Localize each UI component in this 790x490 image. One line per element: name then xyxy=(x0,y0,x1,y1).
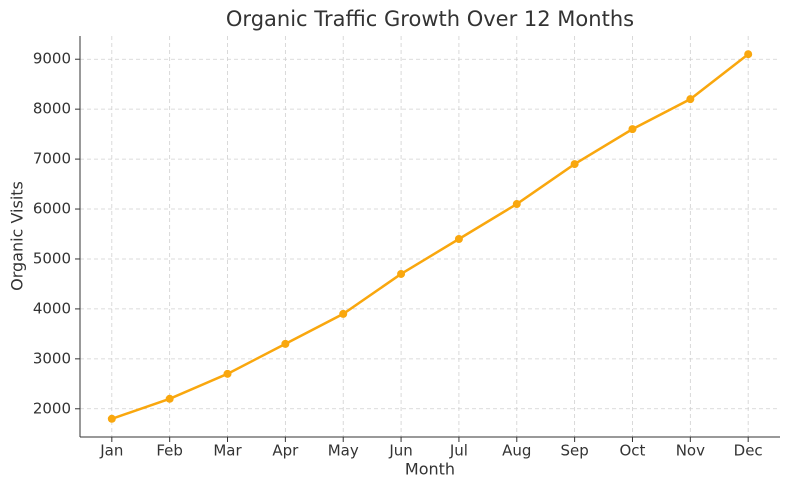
x-tick-label: Mar xyxy=(213,442,242,460)
x-tick-label: Dec xyxy=(734,442,763,460)
x-tick-label: Aug xyxy=(502,442,531,460)
y-tick-label: 5000 xyxy=(33,249,71,267)
y-tick-label: 2000 xyxy=(33,399,71,417)
y-axis-label: Organic Visits xyxy=(8,181,27,291)
x-tick-label: Feb xyxy=(156,442,183,460)
y-tick-label: 7000 xyxy=(33,150,71,168)
x-tick-label: Jun xyxy=(388,442,412,460)
point xyxy=(512,200,521,209)
point xyxy=(397,269,406,278)
x-tick-label: Oct xyxy=(620,442,646,460)
point xyxy=(165,394,174,403)
point xyxy=(281,339,290,348)
y-tick-label: 6000 xyxy=(33,200,71,218)
x-axis-label: Month xyxy=(405,460,455,479)
y-tick-label: 3000 xyxy=(33,349,71,367)
x-tick-label: Jan xyxy=(99,442,123,460)
y-tick-label: 8000 xyxy=(33,100,71,118)
point xyxy=(628,125,637,134)
point xyxy=(570,160,579,169)
line xyxy=(111,53,749,420)
point xyxy=(454,234,463,243)
x-tick-label: May xyxy=(328,442,359,460)
point xyxy=(339,309,348,318)
x-tick-label: Sep xyxy=(560,442,588,460)
x-tick-label: Nov xyxy=(676,442,705,460)
x-tick-label: Jul xyxy=(449,442,468,460)
y-tick-label: 9000 xyxy=(33,50,71,68)
y-tick-label: 4000 xyxy=(33,299,71,317)
chart-title: Organic Traffic Growth Over 12 Months xyxy=(226,7,634,31)
point xyxy=(107,414,116,423)
point xyxy=(686,95,695,104)
point xyxy=(744,50,753,59)
x-tick-label: Apr xyxy=(272,442,299,460)
point xyxy=(223,369,232,378)
